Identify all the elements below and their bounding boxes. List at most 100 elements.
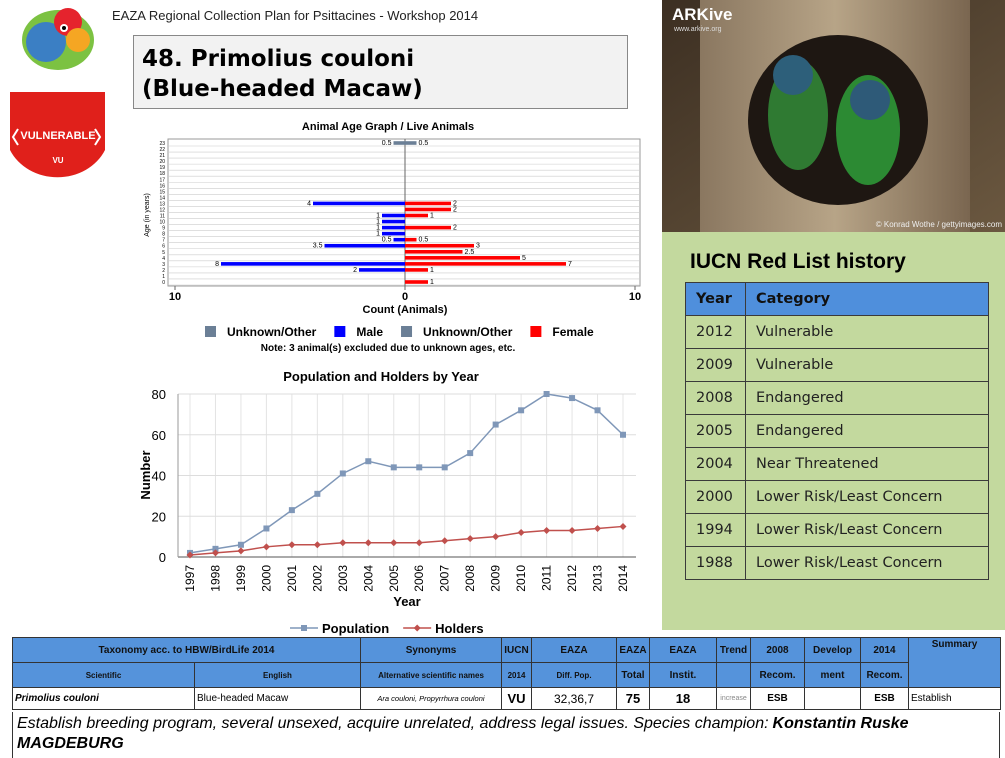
cell: 32,36,7 [531, 687, 617, 710]
bar [405, 213, 428, 218]
data-label: 0.5 [419, 140, 429, 147]
cell: 1994 [685, 513, 746, 547]
header-cell: Trend [716, 637, 751, 663]
bar [405, 280, 428, 284]
data-label: 2.5 [465, 249, 475, 256]
header-cell: Synonyms [360, 637, 502, 663]
legend-label: Unknown/Other [423, 325, 513, 339]
x-tick-label: 2007 [438, 565, 452, 592]
bar [382, 213, 405, 218]
column-header: Category [745, 282, 989, 316]
y-tick-label: 22 [159, 147, 165, 153]
bar [393, 141, 405, 145]
marker [390, 464, 397, 471]
bar [405, 225, 451, 230]
header-cell: ment [804, 662, 861, 688]
legend-label: Population [322, 621, 389, 636]
x-tick-label: 2011 [540, 565, 554, 591]
bar [382, 225, 405, 230]
marker [543, 527, 551, 535]
status-label: VULNERABLE [20, 130, 96, 142]
logo [22, 8, 94, 70]
chart-note: Note: 3 animal(s) excluded due to unknow… [261, 343, 516, 354]
y-tick-label: 12 [159, 207, 165, 213]
cell: Endangered [745, 381, 989, 415]
legend-label: Unknown/Other [227, 325, 317, 339]
y-tick-label: 80 [152, 387, 166, 402]
data-label: 3.5 [313, 243, 323, 250]
legend-label: Male [356, 325, 383, 339]
header-cell: English [194, 662, 361, 688]
cell: Lower Risk/Least Concern [745, 480, 989, 514]
marker [543, 391, 550, 397]
collection-table: Taxonomy acc. to HBW/BirdLife 2014 Synon… [12, 637, 1001, 710]
chart-title: Population and Holders by Year [283, 369, 479, 384]
header-cell: Develop [804, 637, 861, 663]
cell: ESB [750, 687, 805, 710]
header-row: Scientific English Alternative scientifi… [12, 662, 1001, 688]
marker [594, 524, 602, 532]
cell: Lower Risk/Least Concern [745, 513, 989, 547]
iucn-row: 2000 Lower Risk/Least Concern [685, 480, 989, 514]
cell: Near Threatened [745, 447, 989, 481]
marker [569, 395, 576, 402]
data-label: 2 [353, 267, 357, 274]
champion: Konstantin Ruske MAGDEBURG [17, 715, 909, 752]
photo-url: www.arkive.org [673, 26, 722, 33]
iucn-row: 2004 Near Threatened [685, 447, 989, 481]
legend-swatch [401, 326, 413, 337]
chart-title: Animal Age Graph / Live Animals [302, 121, 474, 133]
cell: ESB [860, 687, 909, 710]
data-label: 2 [453, 225, 457, 232]
y-tick-label: 14 [159, 195, 165, 201]
marker [568, 527, 576, 535]
header-cell: EAZA [616, 637, 650, 663]
cell: Primolius couloni [12, 687, 195, 710]
x-tick-label: 10 [629, 291, 641, 303]
y-tick-label: 23 [159, 141, 165, 147]
cell: 2009 [685, 348, 746, 382]
y-tick-label: 16 [159, 183, 165, 189]
x-tick-label: 10 [169, 291, 181, 303]
x-tick-label: 2004 [361, 565, 375, 592]
iucn-row: 2005 Endangered [685, 414, 989, 448]
data-label: 2 [453, 200, 457, 207]
series-line [189, 393, 624, 554]
legend-label: Female [552, 325, 594, 339]
legend-swatch [205, 326, 216, 337]
header-cell: Scientific [12, 662, 195, 688]
legend-marker [301, 625, 307, 631]
x-tick-label: 2005 [387, 565, 401, 592]
data-label: 1 [376, 231, 380, 238]
marker [441, 464, 448, 471]
marker [237, 547, 245, 555]
marker [288, 507, 295, 514]
series-line [189, 525, 624, 556]
y-tick-label: 60 [152, 428, 166, 443]
header-cell: Taxonomy acc. to HBW/BirdLife 2014 [12, 637, 361, 663]
y-tick-label: 8 [162, 232, 165, 238]
iucn-row: 2008 Endangered [685, 381, 989, 415]
cell: Vulnerable [745, 348, 989, 382]
y-tick-label: 1 [162, 274, 165, 280]
x-tick-label: 2000 [259, 565, 273, 592]
header-cell: Instit. [649, 662, 717, 688]
y-axis-label: Age (in years) [144, 193, 151, 237]
note-text: Establish breeding program, several unse… [17, 715, 769, 732]
photo-credit: © Konrad Wothe / gettyimages.com [876, 220, 1003, 229]
legend-swatch [530, 326, 542, 337]
bar [405, 207, 451, 212]
y-tick-label: 18 [159, 171, 165, 177]
legend-swatch [334, 326, 346, 337]
cell: Blue-headed Macaw [194, 687, 361, 710]
header-cell: Total [616, 662, 650, 688]
marker [390, 539, 398, 547]
data-label: 2 [453, 206, 457, 213]
x-tick-label: 2006 [412, 565, 426, 592]
header-cell: Recom. [750, 662, 805, 688]
marker [518, 407, 525, 414]
x-tick-label: 1997 [183, 565, 197, 592]
y-tick-label: 20 [159, 159, 165, 165]
cell [804, 687, 861, 710]
marker [263, 525, 270, 532]
